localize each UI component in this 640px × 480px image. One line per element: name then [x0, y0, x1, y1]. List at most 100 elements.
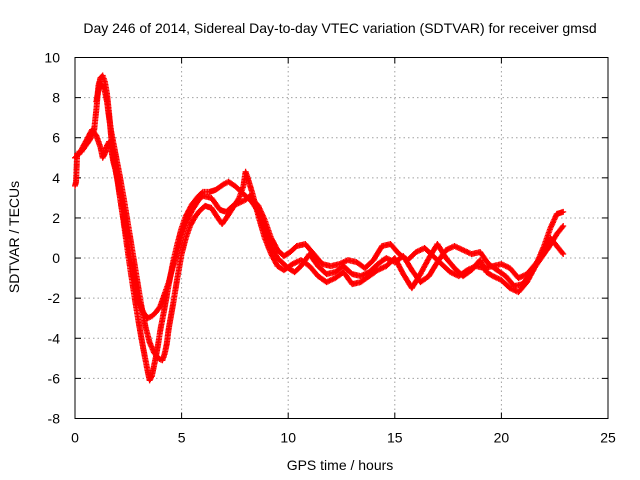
y-tick-label: -6	[48, 370, 61, 386]
data-point-plus	[208, 194, 223, 212]
data-point-plus	[532, 244, 547, 270]
data-point-plus	[89, 126, 99, 138]
data-point-plus	[323, 275, 337, 286]
data-point-plus	[123, 231, 134, 260]
data-point-plus	[417, 256, 432, 278]
data-point-plus	[404, 250, 419, 264]
data-point-plus	[165, 264, 176, 286]
data-point-plus	[170, 276, 181, 308]
data-point-plus	[340, 263, 355, 277]
data-point-plus	[315, 263, 329, 277]
data-point-plus	[306, 251, 321, 268]
data-point-plus	[189, 198, 201, 213]
data-point-plus	[515, 271, 529, 282]
data-point-plus	[280, 261, 295, 274]
data-point-plus	[223, 206, 235, 221]
data-point-plus	[560, 208, 567, 215]
data-point-plus	[195, 193, 205, 203]
y-tick-label: 4	[52, 170, 60, 186]
data-point-plus	[229, 196, 242, 211]
y-axis-label: SDTVAR / TECUs	[6, 181, 22, 293]
data-point-plus	[212, 181, 226, 193]
x-axis-label: GPS time / hours	[287, 457, 394, 473]
data-point-plus	[291, 264, 303, 276]
data-point-plus	[133, 275, 144, 306]
data-point-plus	[553, 224, 566, 237]
data-point-plus	[244, 174, 255, 194]
data-point-plus	[268, 251, 280, 268]
data-point-plus	[170, 250, 180, 270]
data-point-plus	[280, 249, 293, 260]
data-point-plus	[76, 144, 86, 157]
data-point-plus	[366, 267, 380, 280]
x-tick-labels: 0 5 10 15 20 25	[71, 430, 616, 446]
x-tick-label: 15	[387, 430, 403, 446]
data-point-plus	[443, 255, 457, 270]
data-point-plus	[129, 249, 140, 280]
data-point-plus	[221, 179, 231, 187]
data-point-plus	[72, 151, 82, 161]
data-point-plus	[310, 251, 325, 266]
data-point-plus	[460, 267, 474, 280]
data-point-plus	[477, 257, 489, 274]
data-point-plus	[249, 188, 261, 218]
data-point-plus	[261, 216, 274, 240]
data-point-plus	[483, 269, 495, 279]
data-point-plus	[340, 269, 355, 286]
data-point-plus	[547, 235, 559, 248]
data-point-plus	[357, 274, 371, 286]
data-point-plus	[391, 255, 406, 276]
data-point-plus	[268, 235, 280, 252]
data-point-plus	[425, 242, 440, 262]
data-point-plus	[560, 223, 567, 229]
data-points	[72, 72, 567, 384]
y-tick-label: -2	[48, 290, 61, 306]
data-point-plus	[425, 260, 440, 280]
data-point-plus	[208, 204, 220, 220]
y-tick-label: -4	[48, 330, 61, 346]
x-tick-label: 0	[71, 430, 79, 446]
data-point-plus	[144, 313, 154, 322]
data-point-plus	[400, 271, 415, 290]
data-point-plus	[502, 273, 517, 288]
data-point-plus	[366, 262, 380, 276]
x-tick-label: 25	[600, 430, 616, 446]
data-point-plus	[238, 197, 248, 205]
data-point-plus	[387, 241, 402, 256]
data-point-plus	[553, 243, 566, 256]
data-point-plus	[255, 212, 268, 240]
y-tick-label: -8	[48, 411, 61, 427]
data-point-plus	[302, 241, 316, 256]
data-point-plus	[408, 272, 423, 292]
data-point-plus	[142, 323, 153, 344]
data-point-plus	[298, 257, 312, 269]
data-point-plus	[274, 255, 286, 267]
data-point-plus	[541, 226, 553, 249]
data-point-plus	[99, 152, 108, 161]
data-point-plus	[146, 374, 154, 384]
data-point-plus	[219, 216, 229, 227]
data-point-plus	[417, 274, 431, 286]
data-point-plus	[195, 189, 205, 199]
data-point-plus	[547, 212, 560, 231]
data-point-plus	[287, 244, 299, 255]
data-point-plus	[148, 310, 158, 320]
data-point-plus	[97, 80, 105, 88]
data-point-plus	[524, 264, 538, 286]
data-point-plus	[362, 258, 376, 272]
x-tick-label: 5	[178, 430, 186, 446]
plot-frame	[74, 57, 609, 419]
x-tick-label: 20	[494, 430, 510, 446]
data-point-plus	[306, 263, 321, 278]
data-point-plus	[268, 243, 280, 260]
data-point-plus	[182, 208, 195, 227]
chart-title: Day 246 of 2014, Sidereal Day-to-day VTE…	[83, 20, 596, 36]
y-tick-label: 0	[52, 250, 60, 266]
data-point-plus	[174, 234, 185, 255]
data-point-plus	[187, 216, 197, 229]
data-point-plus	[121, 196, 131, 228]
data-point-plus	[498, 261, 512, 271]
data-point-plus	[489, 273, 503, 283]
data-point-plus	[261, 235, 274, 256]
